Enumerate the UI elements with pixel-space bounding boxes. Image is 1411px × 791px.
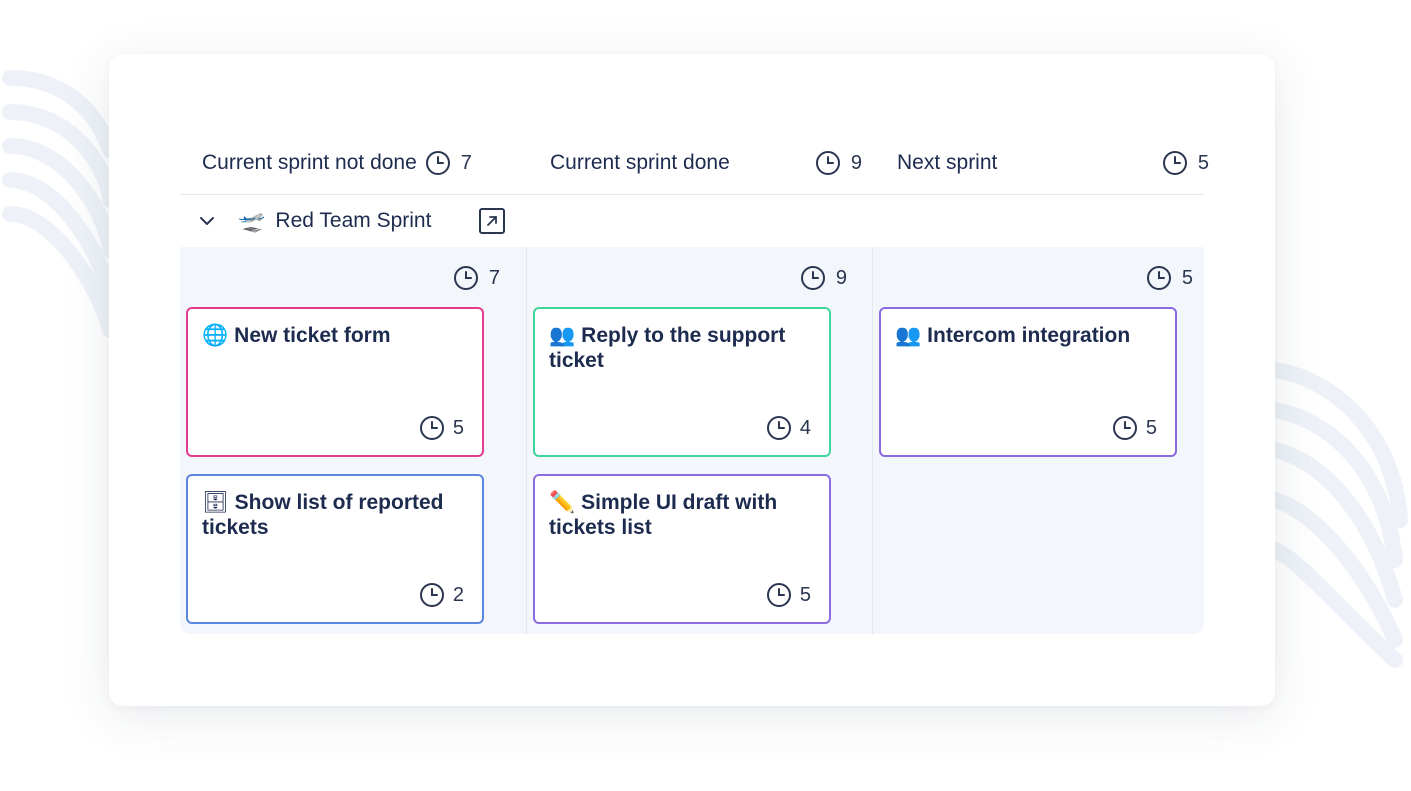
clock-icon: [453, 266, 478, 290]
filing-cabinet-icon: 🗄: [202, 491, 229, 514]
board-column-not-done: 7 🌐 New ticket form 5 🗄 Show list of reporte…: [180, 247, 526, 634]
ticket-card[interactable]: 🌐 New ticket form 5: [186, 307, 484, 457]
ticket-estimate: 5: [419, 415, 464, 441]
clock-icon: [1162, 151, 1187, 175]
ticket-title: Intercom integration: [927, 324, 1131, 347]
ticket-title-line: ✏️ Simple UI draft with tickets list: [549, 490, 815, 540]
column-header-next-sprint[interactable]: Next sprint 5: [897, 132, 1209, 194]
clock-icon: [425, 151, 450, 175]
column-estimate-value: 9: [835, 266, 847, 289]
ticket-estimate-value: 4: [799, 416, 811, 439]
arrow-up-right-icon: [487, 216, 498, 226]
ticket-title-line: 👥 Intercom integration: [895, 323, 1161, 348]
ticket-estimate: 4: [766, 415, 811, 441]
ticket-title: Reply to the support ticket: [549, 324, 786, 372]
column-estimate: 7: [460, 151, 472, 174]
clock-icon: [419, 583, 444, 607]
ticket-estimate: 2: [419, 582, 464, 608]
clock-icon: [815, 151, 840, 175]
ticket-estimate-value: 5: [452, 416, 464, 439]
ticket-estimate-value: 5: [1145, 416, 1157, 439]
rocket-icon: 🛫: [238, 208, 266, 233]
open-external-button[interactable]: [479, 208, 506, 234]
pencil-icon: ✏️: [549, 491, 576, 514]
ticket-card[interactable]: 👥 Reply to the support ticket 4: [533, 307, 831, 457]
column-estimate-value: 7: [488, 266, 500, 289]
column-estimate: 5: [1197, 151, 1209, 174]
board-column-done: 9 👥 Reply to the support ticket 4 ✏️ Simple …: [526, 247, 873, 634]
clock-icon: [419, 416, 444, 440]
ticket-card[interactable]: 🗄 Show list of reported tickets 2: [186, 474, 484, 624]
column-estimate-value: 5: [1181, 266, 1193, 289]
column-title: Next sprint: [897, 151, 998, 174]
people-icon: 👥: [895, 324, 922, 347]
ticket-estimate-value: 2: [452, 583, 464, 606]
ticket-title: Show list of reported tickets: [202, 491, 444, 539]
column-estimate: 9: [850, 151, 862, 174]
swimlane-header: 🛫 Red Team Sprint: [180, 195, 1204, 247]
clock-icon: [1112, 416, 1137, 440]
ticket-title-line: 👥 Reply to the support ticket: [549, 323, 815, 373]
ticket-title: New ticket form: [234, 324, 391, 347]
column-estimate-badge: 9: [800, 265, 847, 291]
globe-icon: 🌐: [202, 324, 229, 347]
ticket-estimate: 5: [766, 582, 811, 608]
ticket-estimate: 5: [1112, 415, 1157, 441]
board-column-next-sprint: 5 👥 Intercom integration 5: [872, 247, 1205, 634]
ticket-title-line: 🌐 New ticket form: [202, 323, 468, 348]
clock-icon: [766, 416, 791, 440]
column-header-not-done[interactable]: Current sprint not done 7: [202, 132, 514, 194]
column-estimate-badge: 7: [453, 265, 500, 291]
column-header-row: Current sprint not done 7 Current sprint…: [180, 132, 1209, 195]
column-title: Current sprint not done: [202, 151, 417, 174]
swimlane-title: Red Team Sprint: [275, 209, 432, 232]
ticket-estimate-value: 5: [799, 583, 811, 606]
clock-icon: [766, 583, 791, 607]
ticket-title-line: 🗄 Show list of reported tickets: [202, 490, 468, 540]
column-title: Current sprint done: [550, 151, 730, 174]
ticket-title: Simple UI draft with tickets list: [549, 491, 778, 539]
swimlane-board: 7 🌐 New ticket form 5 🗄 Show list of reporte…: [180, 247, 1204, 634]
chevron-down-icon[interactable]: [198, 212, 216, 230]
clock-icon: [800, 266, 825, 290]
column-header-done[interactable]: Current sprint done 9: [550, 132, 862, 194]
ticket-card[interactable]: 👥 Intercom integration 5: [879, 307, 1177, 457]
clock-icon: [1146, 266, 1171, 290]
column-estimate-badge: 5: [1146, 265, 1193, 291]
ticket-card[interactable]: ✏️ Simple UI draft with tickets list 5: [533, 474, 831, 624]
people-icon: 👥: [549, 324, 576, 347]
